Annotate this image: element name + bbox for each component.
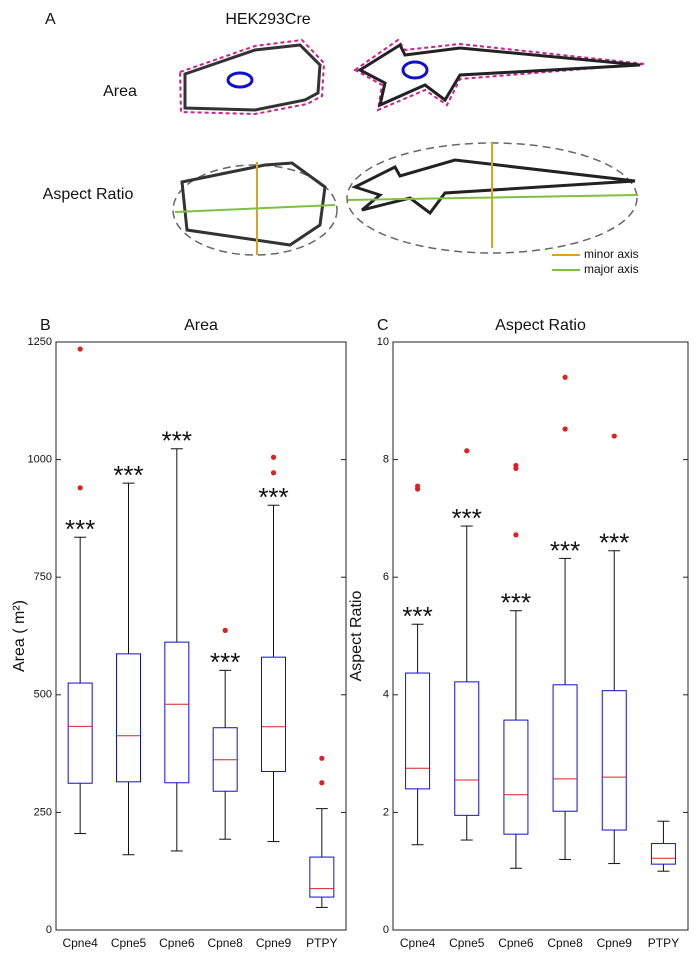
plot-frame: [55, 341, 347, 931]
significance: ***: [258, 482, 288, 512]
significance: ***: [210, 647, 240, 677]
chart-title: Area: [184, 317, 218, 334]
significance: ***: [402, 601, 432, 631]
box: [552, 684, 578, 812]
panel-label: C: [377, 317, 389, 334]
row-label: Aspect Ratio: [43, 186, 134, 203]
y-tick-label: 750: [34, 571, 52, 583]
box: [116, 653, 141, 783]
row-label: Area: [103, 83, 137, 100]
box: [454, 681, 480, 816]
outlier: [77, 485, 83, 491]
significance: ***: [599, 528, 629, 558]
box: [164, 641, 190, 784]
x-tick-label: PTPY: [306, 936, 337, 950]
y-tick-label: 0: [46, 924, 52, 936]
panel-title: HEK293Cre: [225, 11, 310, 28]
outlier: [464, 448, 470, 454]
box: [67, 682, 93, 784]
y-tick-label: 8: [383, 454, 389, 466]
outlier: [319, 755, 325, 761]
y-tick-label: 10: [377, 336, 389, 348]
y-tick-label: 2: [383, 806, 389, 818]
y-tick-label: 500: [34, 689, 52, 701]
outlier: [562, 426, 568, 432]
plot-frame: [392, 341, 689, 931]
y-axis-label: Aspect Ratio: [348, 591, 365, 682]
y-tick-label: 6: [383, 571, 389, 583]
x-tick-label: Cpne9: [597, 936, 633, 950]
cell-shapes: [172, 38, 646, 271]
x-tick-label: PTPY: [648, 936, 679, 950]
y-tick-label: 250: [34, 806, 52, 818]
x-tick-label: Cpne6: [498, 936, 534, 950]
chart-title: Aspect Ratio: [495, 317, 586, 334]
legend-label: major axis: [584, 262, 639, 276]
panel-label: A: [45, 11, 56, 28]
outlier: [270, 454, 277, 460]
y-tick-label: 1250: [28, 336, 52, 348]
y-tick-label: 1000: [28, 454, 52, 466]
significance: ***: [550, 535, 580, 565]
x-tick-label: Cpne4: [400, 936, 436, 950]
x-tick-label: Cpne4: [62, 936, 98, 950]
outlier: [414, 483, 421, 489]
outlier: [611, 433, 617, 439]
outlier: [513, 462, 519, 469]
legend-label: minor axis: [584, 247, 639, 261]
x-tick-label: Cpne8: [207, 936, 243, 950]
significance: ***: [452, 503, 482, 533]
x-tick-label: Cpne5: [111, 936, 147, 950]
outlier: [222, 627, 228, 633]
significance: ***: [162, 426, 192, 456]
significance: ***: [113, 460, 143, 490]
x-tick-label: Cpne6: [159, 936, 195, 950]
panel-label: B: [40, 317, 51, 334]
x-tick-label: Cpne8: [547, 936, 583, 950]
outlier: [270, 470, 277, 476]
y-axis-label: Area ( m²): [11, 600, 28, 672]
x-tick-label: Cpne5: [449, 936, 485, 950]
box: [309, 856, 335, 898]
box: [261, 656, 286, 772]
y-tick-label: 0: [383, 924, 389, 936]
y-tick-label: 4: [383, 689, 389, 701]
x-tick-label: Cpne9: [256, 936, 292, 950]
significance: ***: [65, 514, 95, 544]
outlier: [77, 346, 83, 352]
box: [503, 719, 529, 835]
outlier: [562, 374, 568, 380]
box: [650, 843, 676, 865]
outlier: [513, 532, 519, 538]
box: [601, 690, 627, 831]
box: [405, 672, 431, 790]
outlier: [319, 780, 325, 786]
significance: ***: [501, 588, 531, 618]
